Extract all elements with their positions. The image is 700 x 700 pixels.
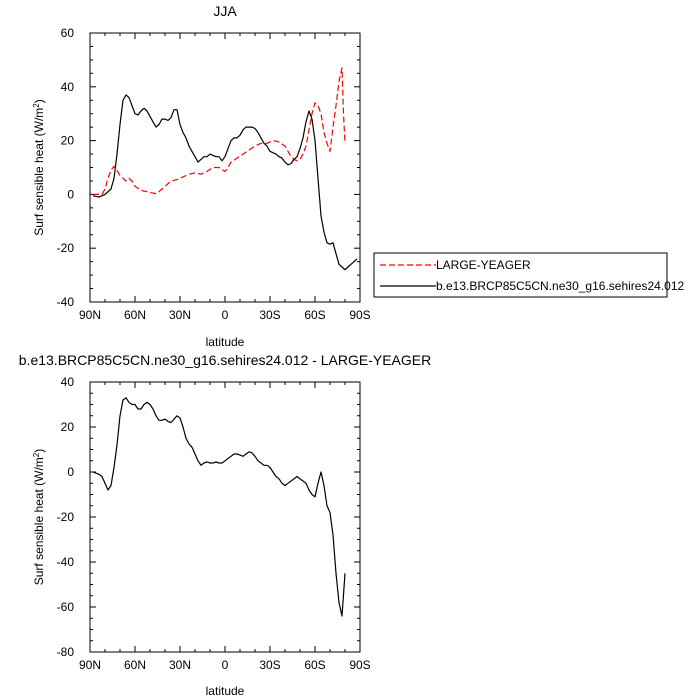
x-tick-label: 90S — [349, 308, 370, 322]
y-tick-label: -80 — [57, 645, 75, 659]
chart-title: JJA — [213, 3, 237, 19]
x-tick-label: 90S — [349, 658, 370, 672]
legend-box — [373, 252, 668, 298]
legend-label-2: b.e13.BRCP85C5CN.ne30_g16.sehires24.012 — [436, 279, 684, 293]
series-line-1 — [92, 397, 346, 617]
y-tick-label: 60 — [61, 26, 75, 40]
chart-panel-2: b.e13.BRCP85C5CN.ne30_g16.sehires24.012 … — [19, 352, 431, 698]
x-tick-label: 60S — [304, 658, 325, 672]
x-tick-label: 30N — [169, 658, 191, 672]
x-tick-label: 60S — [304, 308, 325, 322]
legend: LARGE-YEAGER b.e13.BRCP85C5CN.ne30_g16.se… — [373, 252, 684, 298]
y-tick-label: 20 — [61, 420, 75, 434]
x-tick-label: 0 — [222, 658, 229, 672]
y-axis-label: Surf sensible heat (W/m2) — [32, 449, 46, 586]
y-axis-label: Surf sensible heat (W/m2) — [32, 99, 46, 236]
plot-frame — [89, 32, 361, 303]
x-tick-label: 90N — [79, 308, 101, 322]
chart-title: b.e13.BRCP85C5CN.ne30_g16.sehires24.012 … — [19, 352, 431, 368]
x-tick-label: 30N — [169, 308, 191, 322]
series-line-1 — [93, 67, 346, 195]
x-axis-label: latitude — [206, 335, 245, 349]
series-line-2 — [92, 94, 358, 271]
y-tick-label: -20 — [57, 510, 75, 524]
legend-label-1: LARGE-YEAGER — [436, 258, 531, 272]
y-tick-label: -60 — [57, 600, 75, 614]
y-tick-label: 40 — [61, 80, 75, 94]
plot-frame — [89, 381, 361, 653]
x-axis-label: latitude — [206, 684, 245, 698]
y-tick-label: 40 — [61, 375, 75, 389]
y-tick-label: 0 — [67, 465, 74, 479]
y-tick-label: 0 — [67, 187, 74, 201]
x-tick-label: 60N — [124, 658, 146, 672]
y-tick-label: 20 — [61, 134, 75, 148]
x-tick-label: 90N — [79, 658, 101, 672]
x-tick-label: 30S — [259, 658, 280, 672]
x-tick-label: 0 — [222, 308, 229, 322]
y-tick-label: -20 — [57, 241, 75, 255]
y-tick-label: -40 — [57, 295, 75, 309]
x-tick-label: 60N — [124, 308, 146, 322]
chart-panel-1: JJA 90N 60N 30N 0 30S 60S 90S -40 -20 0 20 40 60 latit… — [32, 3, 684, 349]
x-tick-label: 30S — [259, 308, 280, 322]
y-tick-label: -40 — [57, 555, 75, 569]
